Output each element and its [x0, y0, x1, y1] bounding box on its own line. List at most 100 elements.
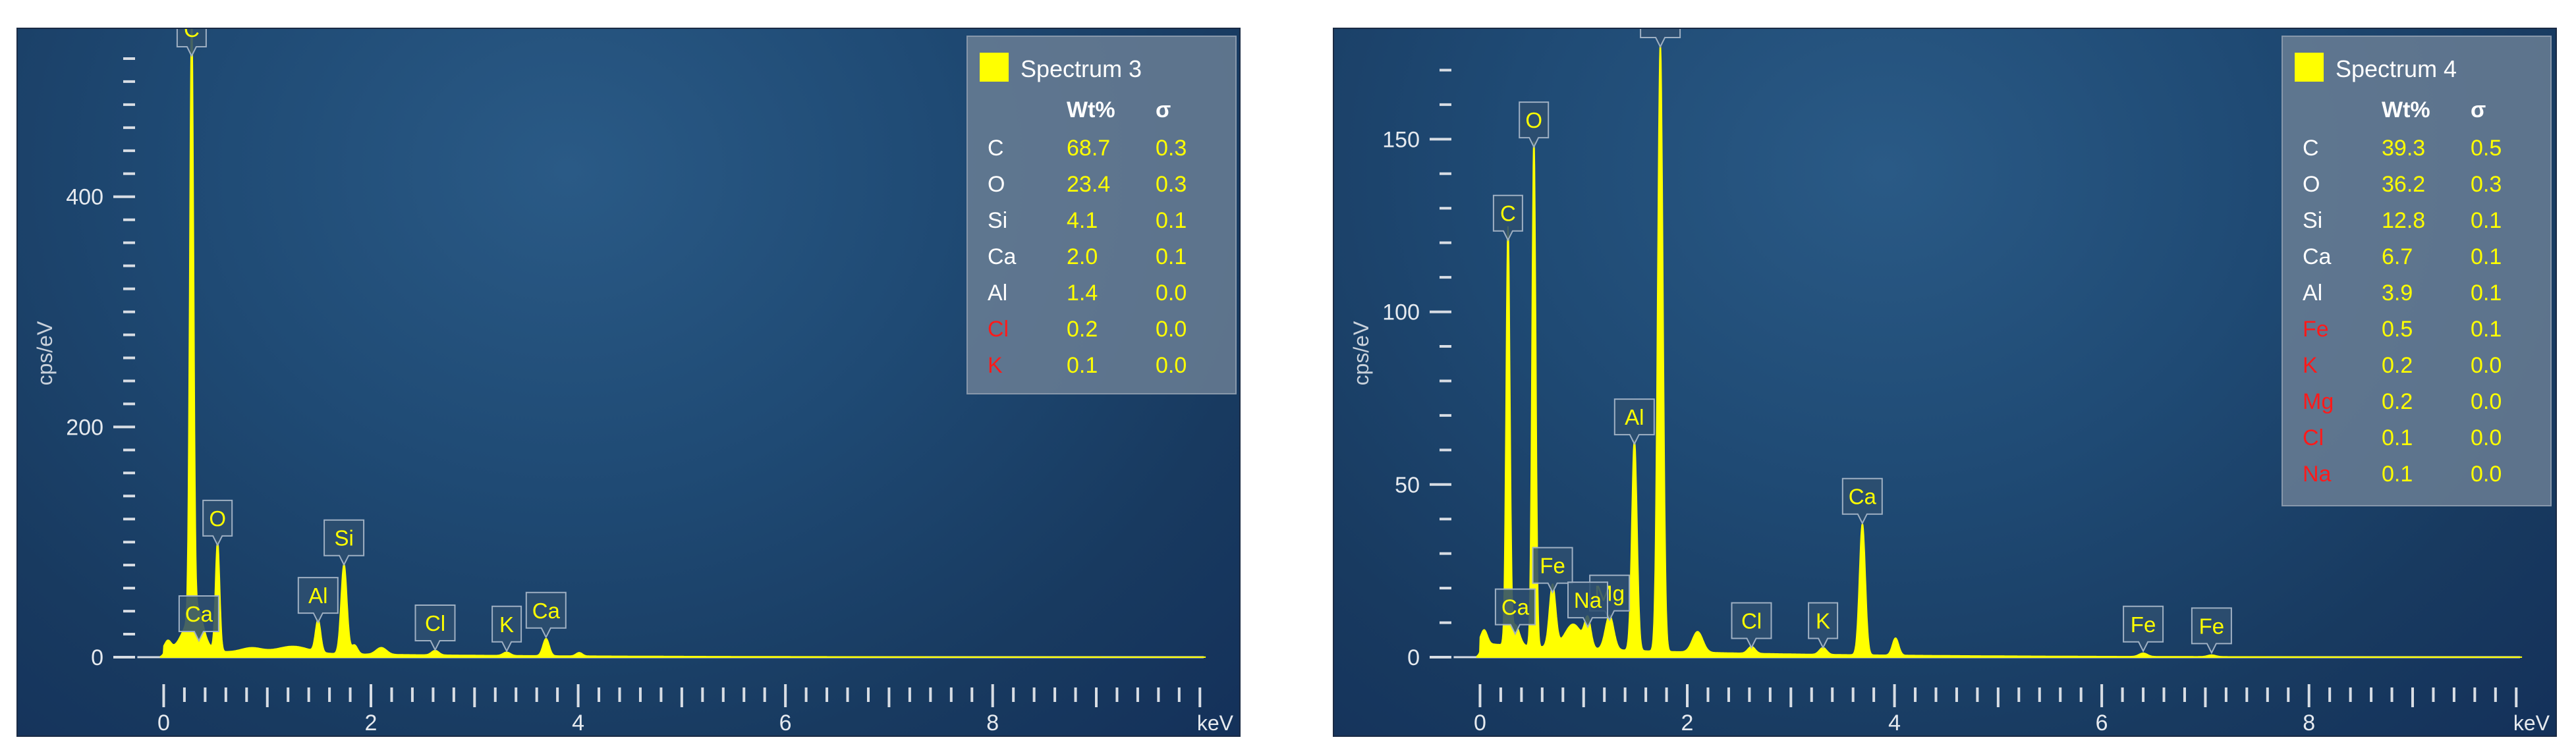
legend-wt-value: 0.5	[2382, 317, 2413, 342]
legend-element: Si	[2303, 208, 2323, 233]
legend-row: Cl 0.2 0.0	[968, 317, 1235, 353]
x-tick-label: 4	[1888, 711, 1901, 736]
legend-row: Al 3.9 0.1	[2283, 281, 2550, 317]
legend-element: O	[988, 172, 1005, 197]
spectrum-4-legend: Spectrum 4 Wt% σ C 39.3 0.5 O 36.2 0.3 Si 12.8 0…	[2282, 36, 2552, 506]
legend-swatch	[2295, 53, 2324, 82]
label-text: Cl	[425, 611, 445, 635]
legend-row: Al 1.4 0.0	[968, 281, 1235, 317]
legend-sigma-value: 0.1	[2471, 317, 2502, 342]
legend-sigma-value: 0.0	[2471, 425, 2502, 450]
legend-title: Spectrum 4	[2336, 55, 2457, 82]
element-label-fe: Fe	[2191, 607, 2232, 655]
legend-wt-value: 0.1	[1067, 353, 1098, 378]
legend-row: Ca 6.7 0.1	[2283, 244, 2550, 281]
x-tick-label: 0	[157, 711, 170, 736]
legend-row: K 0.2 0.0	[2283, 353, 2550, 389]
y-tick-label: 400	[66, 185, 103, 210]
spectrum-4-chart: 050100150cps/eV02468keVSiOCAlCaFeMgNaCaC…	[1333, 28, 2557, 737]
legend-element: Al	[2303, 281, 2323, 306]
legend-row: Ca 2.0 0.1	[968, 244, 1235, 281]
label-callout	[414, 604, 456, 652]
legend-header-sigma: σ	[2471, 97, 2486, 122]
label-callout	[525, 591, 567, 639]
label-callout	[202, 499, 233, 547]
element-label-cl: Cl	[1731, 602, 1772, 649]
label-text: Ca	[1849, 485, 1877, 509]
label-callout	[1567, 581, 1608, 629]
legend-element: K	[988, 353, 1003, 378]
legend-element: Cl	[2303, 425, 2324, 450]
legend-wt-value: 36.2	[2382, 172, 2426, 197]
legend-element: O	[2303, 172, 2320, 197]
legend-sigma-value: 0.0	[2471, 353, 2502, 378]
legend-header-wt: Wt%	[2382, 97, 2430, 122]
legend-wt-value: 39.3	[2382, 136, 2426, 161]
legend-wt-value: 68.7	[1067, 136, 1111, 161]
element-label-fe: Fe	[2123, 605, 2164, 653]
x-tick-label: 8	[986, 711, 999, 736]
legend-wt-value: 0.1	[2382, 425, 2413, 450]
spectrum-3-legend: Spectrum 3 Wt% σ C 68.7 0.3 O 23.4 0.3 Si 4.1 0.…	[966, 36, 1237, 394]
label-callout	[2123, 605, 2164, 653]
x-tick-label: 2	[365, 711, 378, 736]
legend-row: Na 0.1 0.0	[2283, 462, 2550, 498]
x-axis-label: keV	[2513, 711, 2550, 735]
x-axis-label: keV	[1197, 711, 1234, 735]
y-tick-label: 50	[1395, 473, 1420, 498]
legend-row: Mg 0.2 0.0	[2283, 389, 2550, 425]
element-label-ca: Ca	[178, 595, 219, 643]
label-callout	[323, 519, 365, 566]
legend-element: Al	[988, 281, 1008, 306]
label-text: O	[209, 506, 226, 531]
label-callout	[1841, 477, 1883, 525]
legend-sigma-value: 0.3	[2471, 172, 2502, 197]
legend-sigma-value: 0.1	[2471, 244, 2502, 269]
x-tick-label: 2	[1681, 711, 1694, 736]
label-callout	[1532, 547, 1573, 594]
legend-wt-value: 23.4	[1067, 172, 1111, 197]
legend-sigma-value: 0.0	[1156, 317, 1187, 342]
legend-row: O 36.2 0.3	[2283, 172, 2550, 208]
element-label-si: Si	[1640, 29, 1681, 49]
legend-element: K	[2303, 353, 2318, 378]
label-callout	[178, 595, 219, 643]
element-label-c: C	[176, 29, 207, 58]
legend-sigma-value: 0.1	[2471, 208, 2502, 233]
legend-header-wt: Wt%	[1067, 97, 1115, 122]
legend-row: O 23.4 0.3	[968, 172, 1235, 208]
legend-sigma-value: 0.0	[1156, 353, 1187, 378]
legend-element: C	[988, 136, 1004, 161]
legend-element: Ca	[2303, 244, 2332, 269]
label-callout	[297, 577, 339, 624]
legend-wt-value: 0.2	[1067, 317, 1098, 342]
legend-sigma-value: 0.1	[2471, 281, 2502, 306]
element-label-c: C	[1492, 194, 1523, 242]
label-callout	[1494, 588, 1536, 635]
legend-row: Si 4.1 0.1	[968, 208, 1235, 244]
legend-element: C	[2303, 136, 2319, 161]
y-tick-label: 0	[91, 645, 103, 670]
y-tick-label: 100	[1382, 300, 1420, 325]
label-text: C	[184, 29, 200, 41]
label-text: K	[1816, 609, 1830, 633]
legend-row: C 68.7 0.3	[968, 136, 1235, 172]
element-label-k: K	[491, 605, 522, 653]
spectrum-trace	[1476, 45, 2523, 658]
label-text: Ca	[1501, 595, 1530, 620]
element-label-ca: Ca	[1841, 477, 1883, 525]
legend-sigma-value: 0.0	[2471, 389, 2502, 414]
legend-element: Cl	[988, 317, 1009, 342]
element-label-o: O	[1519, 101, 1550, 149]
x-tick-label: 6	[2096, 711, 2108, 736]
label-text: Cl	[1741, 609, 1762, 633]
element-label-na: Na	[1567, 581, 1608, 629]
label-text: Si	[334, 526, 353, 551]
label-callout	[1613, 398, 1655, 446]
legend-element: Fe	[2303, 317, 2329, 342]
label-callout	[1519, 101, 1550, 149]
legend-wt-value: 6.7	[2382, 244, 2413, 269]
element-label-si: Si	[323, 519, 365, 566]
legend-element: Si	[988, 208, 1008, 233]
